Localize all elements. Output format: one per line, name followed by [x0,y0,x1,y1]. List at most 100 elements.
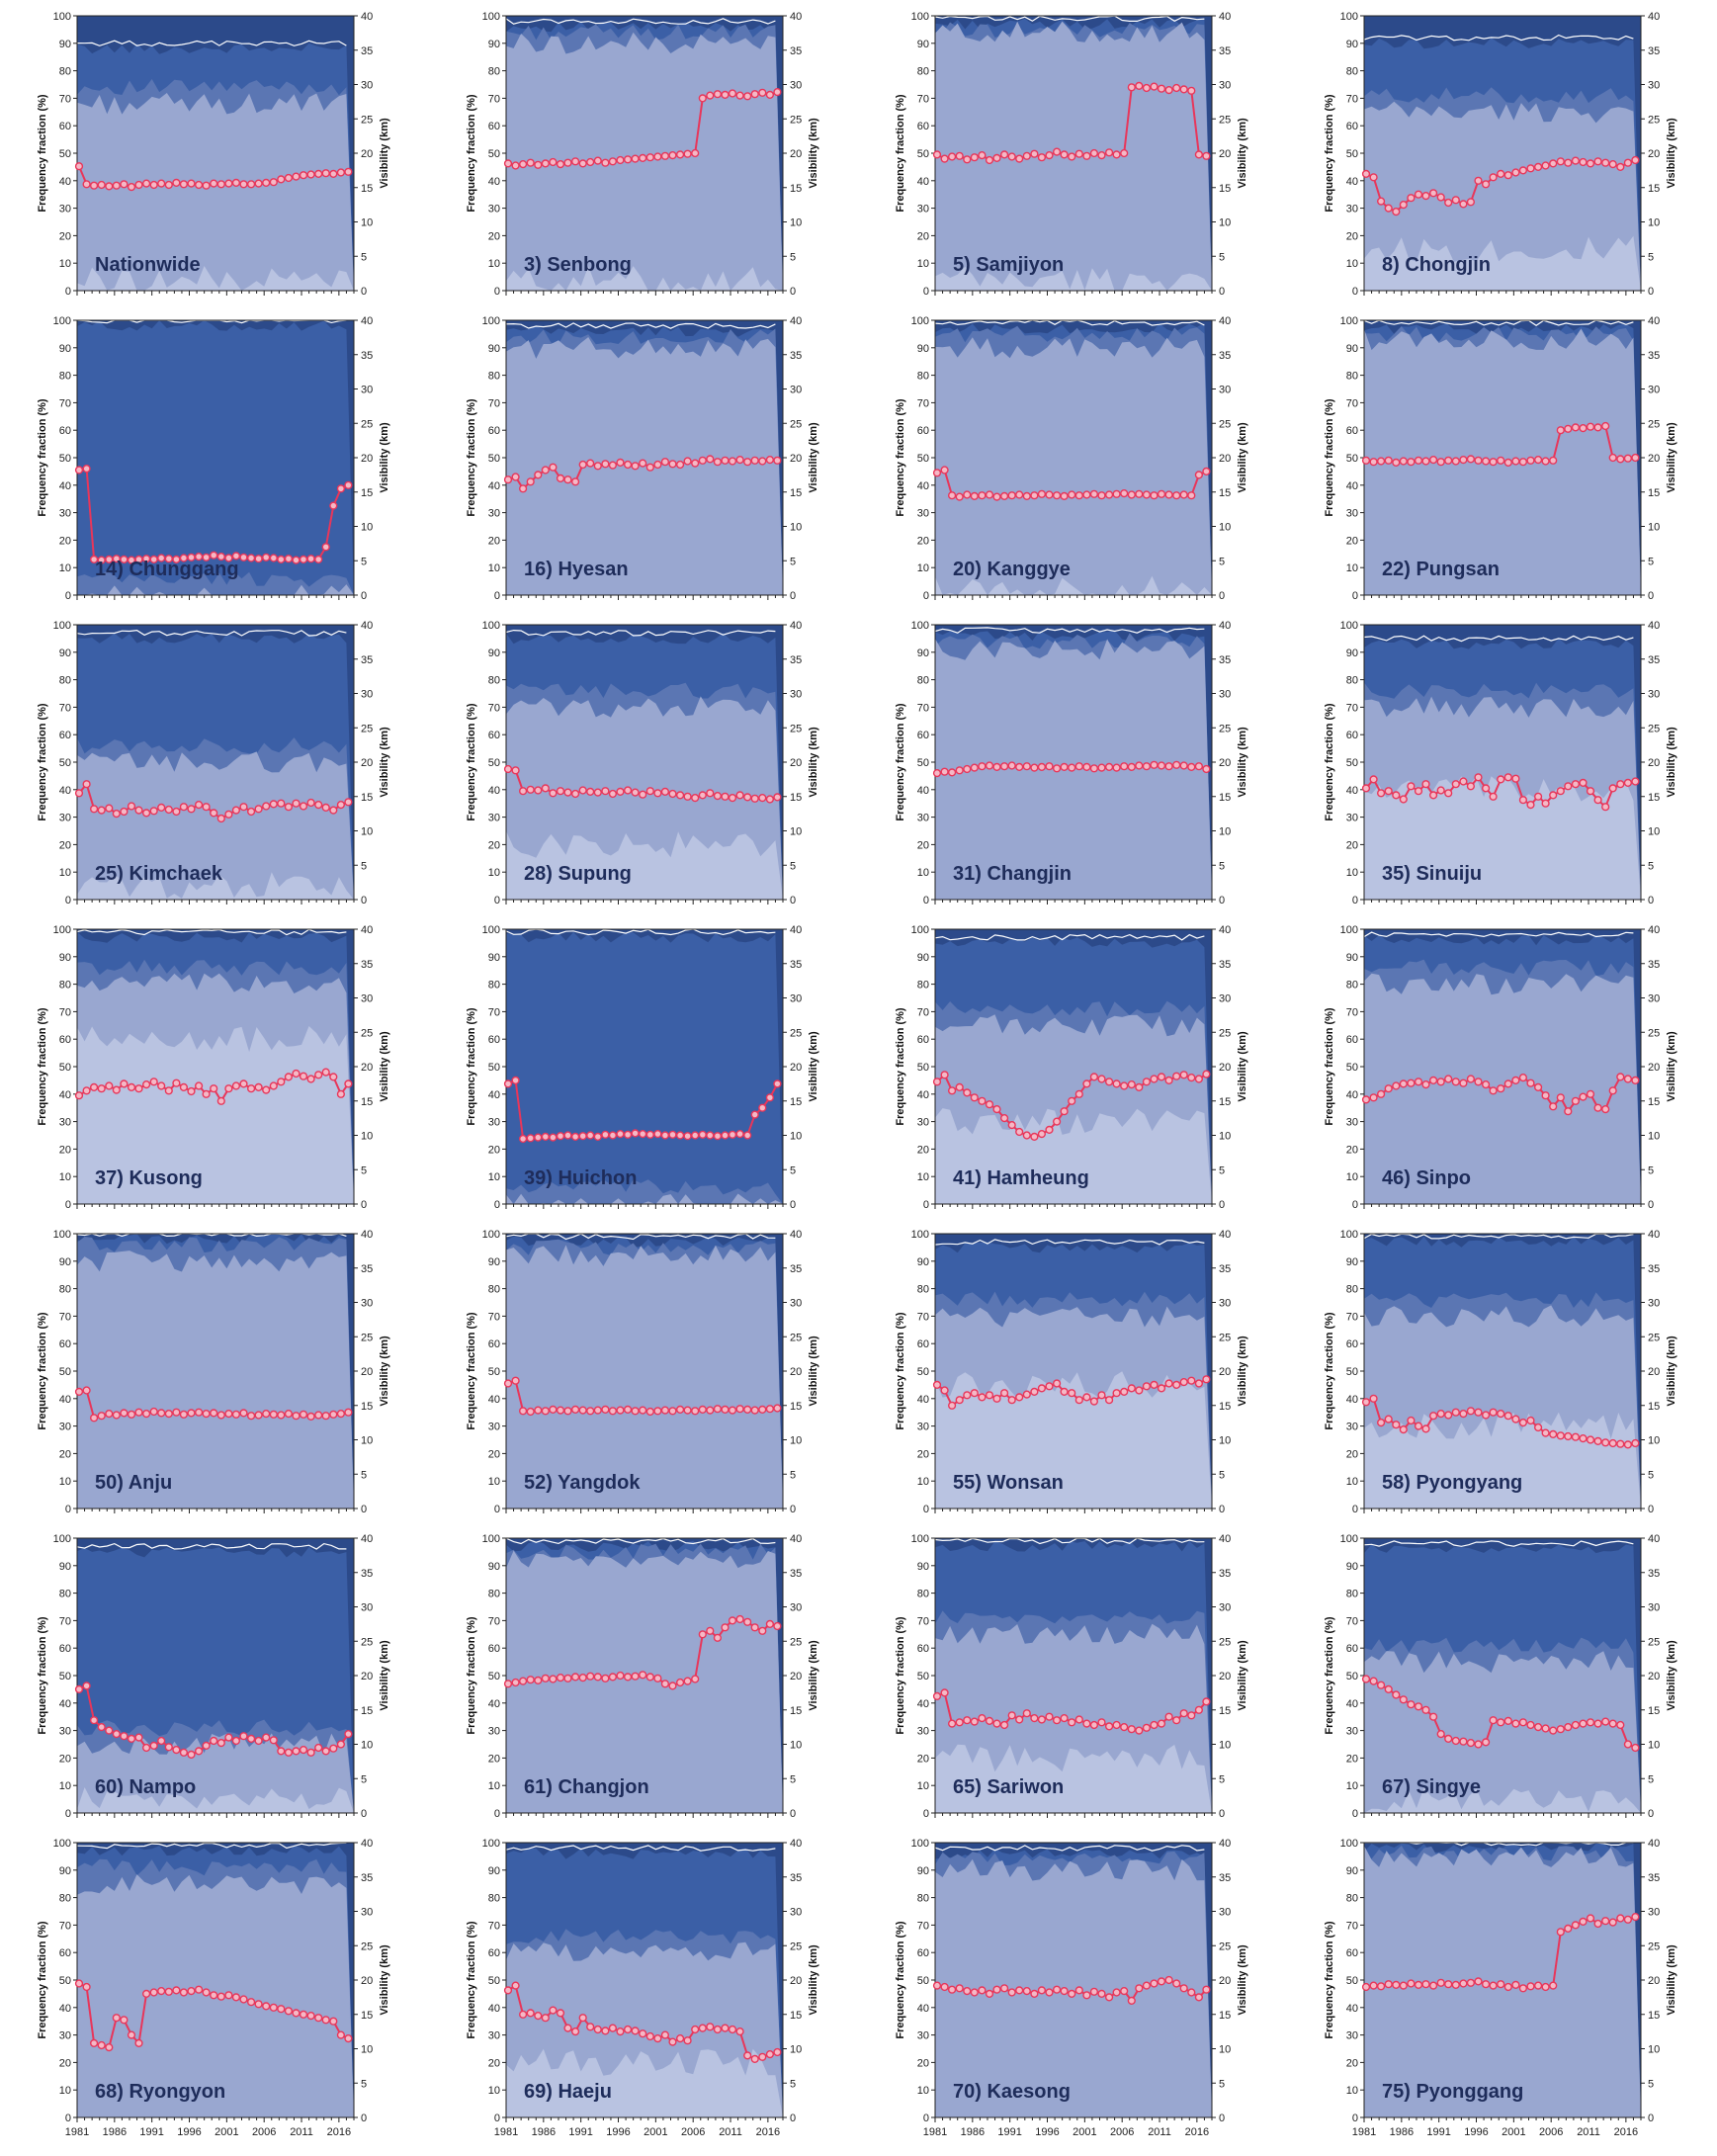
y1-tick-label: 90 [1346,39,1358,50]
y1-tick-label: 50 [59,1062,71,1074]
visibility-point [269,2003,278,2012]
visibility-point [940,1386,949,1395]
visibility-point [1172,1979,1181,1988]
visibility-point [676,460,685,470]
y2-tick-label: 30 [790,1298,802,1310]
visibility-point [97,1723,106,1732]
y2-tick-label: 30 [1219,385,1231,396]
visibility-point [306,1075,315,1083]
y2-tick-label: 40 [1219,315,1231,327]
visibility-point [1015,1715,1024,1724]
visibility-point [1549,1102,1558,1111]
x-tick-label: 1991 [997,2126,1021,2138]
visibility-point [624,786,633,795]
visibility-point [1074,491,1083,500]
visibility-point [292,1412,300,1421]
y1-tick-label: 0 [923,2113,929,2124]
visibility-point [639,1406,647,1415]
visibility-point [105,804,114,813]
y2-tick-label: 30 [1648,1602,1660,1614]
visibility-point [518,1677,528,1685]
visibility-point [932,769,942,778]
y2-tick-label: 10 [1219,2044,1231,2056]
y2-tick-label: 25 [361,1027,373,1039]
y2-tick-label: 40 [1219,924,1231,936]
y2-tick-label: 40 [1648,1838,1660,1850]
y1-tick-label: 90 [488,952,500,964]
visibility-point [1608,784,1617,793]
visibility-point [1157,1384,1166,1393]
visibility-point [1616,1073,1625,1081]
visibility-point [195,1081,204,1090]
visibility-point [1037,1130,1047,1139]
visibility-point [1429,1076,1438,1085]
visibility-point [1384,204,1393,213]
y2-tick-label: 25 [1219,723,1231,734]
visibility-point [653,1674,662,1682]
visibility-point [1541,1428,1550,1437]
visibility-point [1497,169,1505,179]
visibility-point [1534,792,1543,801]
visibility-point [503,1079,513,1088]
y1-tick-label: 30 [59,1726,71,1738]
panel-21: 0 10 20 30 40 50 60 70 80 90 100 0 5 10 15 20 25 30 35 40 Fr… [435,1526,856,1823]
visibility-point [329,1744,338,1753]
visibility-point [216,1739,225,1748]
station-chart: 01020304050607080901000510152025303540Fr… [37,1229,390,1515]
y1-tick-label: 30 [488,1726,500,1738]
station-chart: 01020304050607080901000510152025303540Fr… [1324,315,1677,602]
y2-tick-label: 35 [790,1568,802,1580]
y2-tick-label: 30 [361,1298,373,1310]
visibility-point [639,153,647,163]
visibility-point [314,1411,323,1420]
y1-axis-title: Frequency fraction (%) [895,1921,906,2039]
visibility-point [134,2038,143,2048]
visibility-point [1541,1091,1550,1100]
y1-tick-label: 60 [1346,121,1358,132]
visibility-point [1135,489,1144,498]
visibility-point [1157,489,1166,498]
y2-tick-label: 15 [790,183,802,195]
y1-tick-label: 60 [488,730,500,741]
station-label: 61) Changjon [524,1776,649,1798]
station-label: 55) Wonsan [953,1472,1064,1494]
visibility-point [262,553,271,561]
visibility-point [750,2054,759,2064]
visibility-point [728,89,737,98]
y2-tick-label: 40 [1648,1533,1660,1545]
visibility-point [503,764,513,774]
y2-tick-label: 30 [361,80,373,92]
visibility-point [1187,86,1196,95]
y1-tick-label: 80 [917,675,929,687]
y1-tick-label: 90 [59,39,71,50]
y2-tick-label: 20 [790,148,802,160]
visibility-point [1518,458,1528,467]
visibility-point [1534,456,1543,465]
visibility-point [541,159,550,168]
y1-tick-label: 40 [1346,785,1358,797]
panel-8: 0 10 20 30 40 50 60 70 80 90 100 0 5 10 15 20 25 30 35 40 Fr… [6,613,427,909]
visibility-point [1037,489,1047,498]
panel-19: 0 10 20 30 40 50 60 70 80 90 100 0 5 10 15 20 25 30 35 40 Fr… [1293,1222,1714,1518]
y1-tick-label: 10 [488,1476,500,1488]
y2-tick-label: 35 [361,959,373,971]
visibility-point [1097,1718,1106,1727]
y1-tick-label: 0 [1352,895,1358,906]
visibility-point [1392,1690,1401,1699]
visibility-point [608,1407,618,1416]
y1-tick-label: 10 [59,1171,71,1183]
x-tick-label: 1996 [606,2126,630,2138]
visibility-point [773,2047,782,2057]
y1-tick-label: 10 [488,562,500,574]
visibility-point [112,810,121,819]
y2-tick-label: 30 [790,689,802,701]
y1-tick-label: 70 [1346,702,1358,714]
visibility-point [1127,1080,1136,1089]
visibility-point [1564,1723,1573,1732]
visibility-point [985,490,994,499]
visibility-point [1444,1075,1453,1083]
y2-tick-label: 5 [790,1773,796,1785]
visibility-point [1392,1980,1401,1990]
visibility-point [992,1105,1001,1114]
y1-tick-label: 60 [917,730,929,741]
